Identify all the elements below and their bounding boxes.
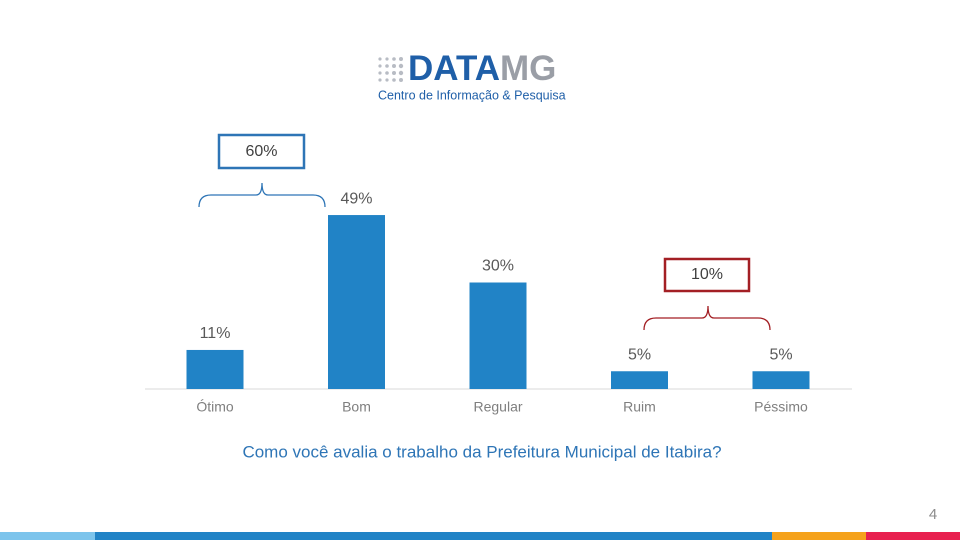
question: Como você avalia o trabalho da Prefeitur… <box>242 442 721 461</box>
page-number: 4 <box>929 506 937 523</box>
bar <box>611 371 668 389</box>
group-bracket <box>643 305 771 331</box>
value-label: 11% <box>200 325 231 342</box>
logo-brand-b: MG <box>500 49 556 88</box>
bar <box>328 215 385 389</box>
x-tick-label: Ruim <box>623 399 656 415</box>
x-tick-label: Ótimo <box>196 399 234 415</box>
footer-stripe <box>772 532 866 540</box>
value-label: 5% <box>628 346 651 363</box>
footer-stripe <box>95 532 772 540</box>
bar <box>752 371 810 389</box>
value-label: 5% <box>769 346 792 363</box>
footer-stripe <box>866 532 960 540</box>
bar <box>186 349 244 389</box>
bar <box>469 282 527 389</box>
logo-brand: DATAMG <box>408 49 556 88</box>
x-tick-label: Bom <box>342 399 371 415</box>
footer-stripe <box>0 532 95 540</box>
value-label: 49% <box>340 190 372 207</box>
group-label: 60% <box>245 143 277 160</box>
logo-dots <box>378 57 404 82</box>
group-box <box>217 133 306 170</box>
x-tick-label: Péssimo <box>754 399 808 415</box>
logo-brand-a: DATA <box>408 49 500 88</box>
logo-tagline: Centro de Informação & Pesquisa <box>378 88 566 102</box>
x-tick-label: Regular <box>473 399 522 415</box>
group-bracket <box>198 182 326 208</box>
group-box <box>663 257 751 293</box>
value-label: 30% <box>482 258 514 275</box>
group-label: 10% <box>691 266 723 283</box>
